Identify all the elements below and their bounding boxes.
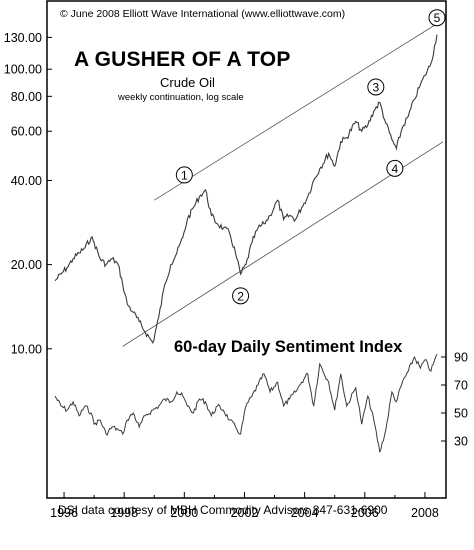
chart-scale-note: weekly continuation, log scale <box>118 92 244 103</box>
dsi-line <box>54 353 438 453</box>
dsi-tick-label: 30 <box>454 435 468 449</box>
wave-marker <box>386 159 404 177</box>
year-tick-label: 2004 <box>291 506 319 520</box>
price-tick-label: 100.00 <box>4 63 42 77</box>
plot-frame <box>46 0 447 499</box>
price-tick-label: 130.00 <box>4 31 42 45</box>
dsi-title: 60-day Daily Sentiment Index <box>172 338 405 357</box>
price-tick-label: 20.00 <box>11 258 42 272</box>
price-tick-label: 10.00 <box>11 342 42 356</box>
price-tick-label: 60.00 <box>11 125 42 139</box>
wave-label: 5 <box>434 11 441 25</box>
year-tick-label: 2008 <box>411 506 439 520</box>
wave-marker <box>367 78 385 96</box>
wave-label: 4 <box>392 162 399 176</box>
price-tick-label: 40.00 <box>11 174 42 188</box>
wave-labels: 1 2 3 4 5 <box>175 9 446 305</box>
wave-marker <box>428 9 446 27</box>
year-tick-label: 2002 <box>231 506 259 520</box>
year-tick-label: 1996 <box>50 506 78 520</box>
chart-subtitle: Crude Oil <box>160 75 215 90</box>
price-axis-ticks: 10.00 20.00 40.00 60.00 80.00 100.00 130.00 <box>4 31 52 356</box>
dsi-tick-label: 70 <box>454 379 468 393</box>
channel-line <box>154 19 444 201</box>
wave-marker <box>232 287 250 305</box>
crude-oil-price-line <box>54 34 438 345</box>
chart-title: A GUSHER OF A TOP <box>74 48 291 71</box>
dsi-axis-ticks: 30 50 70 90 <box>441 351 468 449</box>
channel-line <box>122 141 444 347</box>
year-tick-label: 2006 <box>351 506 379 520</box>
wave-label: 3 <box>372 80 379 94</box>
wave-label: 2 <box>237 289 244 303</box>
copyright-notice: © June 2008 Elliott Wave International (… <box>60 8 346 20</box>
wave-label: 1 <box>181 168 188 182</box>
year-axis-ticks: 1996 1998 2000 2002 2004 2006 2008 <box>50 492 439 520</box>
price-tick-label: 80.00 <box>11 90 42 104</box>
trend-channel <box>122 19 444 347</box>
dsi-tick-label: 50 <box>454 407 468 421</box>
year-tick-label: 1998 <box>110 506 138 520</box>
dsi-credit: DSI data courtesy of MBH Commodity Advis… <box>58 503 388 517</box>
year-tick-label: 2000 <box>170 506 198 520</box>
wave-marker <box>175 166 193 184</box>
dsi-tick-label: 90 <box>454 351 468 365</box>
